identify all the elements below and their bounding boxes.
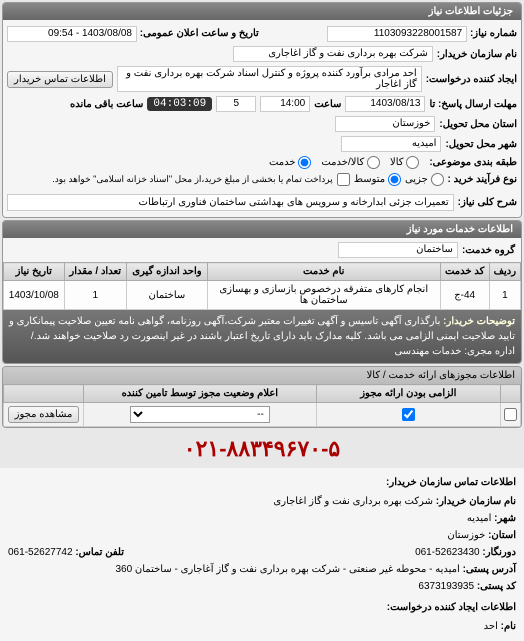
announce-date-label: تاریخ و ساعت اعلان عمومی: — [140, 28, 259, 39]
col-unit: واحد اندازه گیری — [126, 263, 207, 281]
creator-value: احد مرادی برآورد کننده پروژه و کنترل اسن… — [117, 66, 422, 92]
contact-panel-title: اطلاعات تماس سازمان خریدار: — [8, 474, 516, 491]
contact-post-label: کد پستی: — [477, 581, 516, 592]
deadline-hour-label: ساعت — [314, 99, 341, 110]
lic-col-status: اعلام وضعیت مجوز توسط تامین کننده — [84, 385, 317, 403]
phone-banner: ۰۲۱-۸۸۳۴۹۶۷۰-۵ — [0, 430, 524, 468]
contact-prov-label: استان: — [488, 530, 516, 541]
table-row: 1 44-ج انجام کارهای متفرقه درخصوص بازساز… — [4, 281, 521, 310]
key-desc-label: شرح کلی نیاز: — [458, 197, 517, 208]
need-details-panel: جزئیات اطلاعات نیاز شماره نیاز: 11030932… — [2, 2, 522, 218]
cell-code: 44-ج — [440, 281, 489, 310]
lic-col-blank — [501, 385, 521, 403]
announce-date-value: 1403/08/08 - 09:54 — [7, 26, 137, 42]
budget-opt-goods-service[interactable]: کالا/خدمت — [321, 156, 380, 169]
treasury-note: پرداخت تمام یا بخشی از مبلغ خرید،از محل … — [52, 174, 332, 185]
need-details-header: جزئیات اطلاعات نیاز — [3, 3, 521, 20]
deadline-hour: 14:00 — [260, 96, 310, 112]
contact-fax-label: دورنگار: — [482, 547, 516, 558]
contact-org-label: نام سازمان خریدار: — [436, 496, 516, 507]
services-panel: اطلاعات خدمات مورد نیاز گروه خدمت: ساختم… — [2, 220, 522, 364]
buyer-desc-label: توضیحات خریدار: — [443, 316, 515, 327]
cell-unit: ساختمان — [126, 281, 207, 310]
delivery-province-value: خوزستان — [335, 116, 435, 132]
key-desc-value — [7, 194, 454, 211]
license-checkbox[interactable] — [504, 408, 517, 421]
process-opt-minor[interactable]: جزیی — [405, 173, 444, 186]
budget-opt-goods[interactable]: کالا — [390, 156, 419, 169]
buyer-name-label: نام سازمان خریدار: — [437, 49, 517, 60]
lic-col-action — [4, 385, 84, 403]
countdown-timer: 04:03:09 — [147, 97, 212, 111]
delivery-province-label: استان محل تحویل: — [439, 119, 517, 130]
contact-addr-label: آدرس پستی: — [463, 564, 516, 575]
cell-qty: 1 — [64, 281, 126, 310]
license-table: الزامی بودن ارائه مجوز اعلام وضعیت مجوز … — [3, 384, 521, 427]
contact-addr-value: امیدیه - محوطه غیر صنعتی - شرکت بهره برد… — [115, 564, 459, 575]
services-header: اطلاعات خدمات مورد نیاز — [3, 221, 521, 238]
services-table: ردیف کد خدمت نام خدمت واحد اندازه گیری ت… — [3, 262, 521, 310]
buyer-description-row: توضیحات خریدار: بارگذاری آگهی تاسیس و آگ… — [3, 310, 521, 363]
budget-opt-service[interactable]: خدمت — [269, 156, 311, 169]
contact-tel-label: تلفن تماس: — [75, 547, 124, 558]
delivery-city-value: امیدیه — [341, 136, 441, 152]
deadline-days: 5 — [216, 96, 256, 112]
cell-name: انجام کارهای متفرقه درخصوص بازسازی و بهس… — [207, 281, 440, 310]
phone-number: ۰۲۱-۸۸۳۴۹۶۷۰-۵ — [184, 436, 340, 461]
contact-post-value: 6373193935 — [418, 581, 474, 592]
contact-prov-value: خوزستان — [447, 530, 485, 541]
delivery-city-label: شهر محل تحویل: — [445, 139, 517, 150]
deadline-date: 1403/08/13 — [345, 96, 425, 112]
service-group-label: گروه خدمت: — [462, 245, 515, 256]
process-opt-medium[interactable]: متوسط — [354, 173, 401, 186]
cell-idx: 1 — [489, 281, 520, 310]
contact-city-label: شهر: — [494, 513, 516, 524]
license-status-select[interactable]: -- — [130, 406, 270, 423]
creator-name-label: نام: — [501, 621, 516, 632]
deadline-label: مهلت ارسال پاسخ: تا — [429, 99, 517, 110]
treasury-checkbox[interactable] — [337, 173, 350, 186]
cell-date: 1403/10/08 — [4, 281, 65, 310]
contact-fax-value: 52623430-061 — [415, 547, 480, 558]
license-header: اطلاعات مجوزهای ارائه خدمت / کالا — [3, 367, 521, 384]
buyer-desc-text: بارگذاری آگهی تاسیس و آگهی تغییرات معتبر… — [9, 316, 515, 357]
col-name: نام خدمت — [207, 263, 440, 281]
col-idx: ردیف — [489, 263, 520, 281]
col-date: تاریخ نیاز — [4, 263, 65, 281]
creator-label: ایجاد کننده درخواست: — [426, 74, 517, 85]
creator-name-value: احد — [484, 621, 498, 632]
view-license-button[interactable]: مشاهده مجوز — [8, 406, 80, 423]
license-mandatory-checkbox[interactable] — [402, 408, 415, 421]
buyer-name-value: شرکت بهره برداری نفت و گاز اغاجاری — [233, 46, 433, 62]
buyer-contact-panel: اطلاعات تماس سازمان خریدار: نام سازمان خ… — [0, 468, 524, 641]
license-row: -- مشاهده مجوز — [4, 403, 521, 427]
process-type-label: نوع فرآیند خرید : — [448, 174, 517, 185]
contact-tel-value: 52627742-061 — [8, 547, 73, 558]
request-no-value: 1103093228001587 — [327, 26, 467, 42]
budget-type-label: طبقه بندی موضوعی: — [429, 157, 517, 168]
remaining-label: ساعت باقی مانده — [70, 99, 143, 110]
contact-city-value: امیدیه — [467, 513, 492, 524]
col-qty: تعداد / مقدار — [64, 263, 126, 281]
buyer-contact-button[interactable]: اطلاعات تماس خریدار — [7, 71, 113, 88]
license-panel: اطلاعات مجوزهای ارائه خدمت / کالا الزامی… — [2, 366, 522, 428]
contact-org-value: شرکت بهره برداری نفت و گاز اغاجاری — [273, 496, 433, 507]
lic-col-mandatory: الزامی بودن ارائه مجوز — [316, 385, 500, 403]
col-code: کد خدمت — [440, 263, 489, 281]
creator-section-title: اطلاعات ایجاد کننده درخواست: — [8, 599, 516, 616]
request-no-label: شماره نیاز: — [470, 28, 517, 39]
service-group-value: ساختمان — [338, 242, 458, 258]
